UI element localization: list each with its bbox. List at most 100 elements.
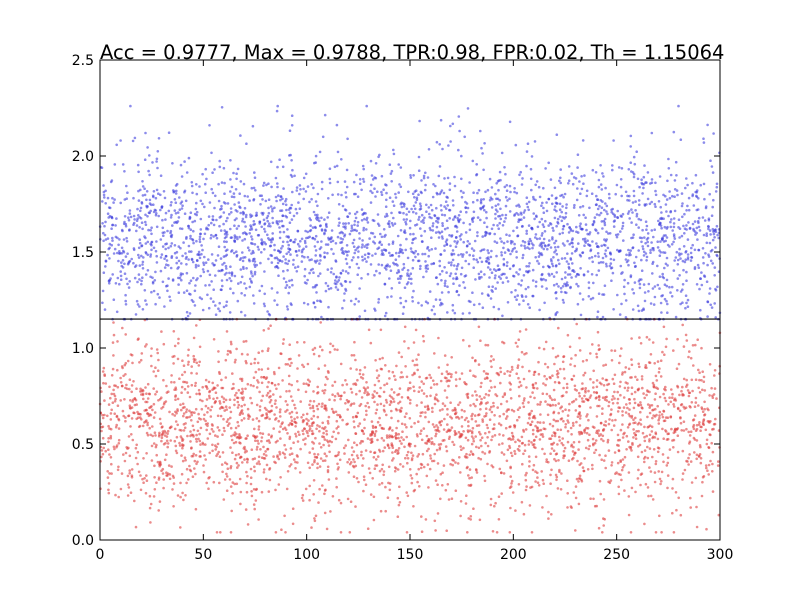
data-point (223, 261, 226, 265)
data-point (356, 195, 360, 198)
data-point (249, 279, 253, 283)
data-point (374, 252, 377, 256)
data-point (560, 193, 564, 197)
data-point (452, 204, 455, 207)
data-point (531, 279, 535, 282)
data-point (587, 295, 591, 298)
data-point (272, 455, 275, 458)
data-point (353, 425, 356, 429)
data-point (257, 425, 261, 428)
data-point (289, 253, 292, 256)
data-point (335, 164, 339, 168)
data-point (652, 303, 656, 306)
data-point (420, 213, 424, 217)
data-point (415, 198, 419, 201)
data-point (538, 421, 542, 424)
data-point (169, 439, 172, 442)
data-point (280, 247, 283, 250)
data-point (601, 396, 605, 400)
data-point (439, 497, 442, 501)
data-point (260, 238, 263, 241)
data-point (362, 167, 366, 171)
data-point (657, 422, 661, 425)
data-point (552, 255, 555, 259)
data-point (279, 408, 282, 411)
data-point (564, 425, 567, 429)
data-point (530, 409, 533, 413)
data-point (631, 308, 635, 311)
data-point (421, 240, 424, 243)
data-point (187, 224, 190, 228)
data-point (656, 360, 660, 363)
data-point (226, 202, 230, 205)
data-point (693, 248, 697, 252)
data-point (450, 261, 453, 264)
data-point (642, 250, 646, 254)
data-point (576, 302, 580, 306)
data-point (381, 356, 384, 360)
data-point (642, 186, 645, 190)
data-point (103, 233, 107, 237)
data-point (366, 255, 370, 259)
data-point (517, 415, 521, 419)
data-point (230, 185, 234, 189)
data-point (209, 297, 213, 300)
data-point (460, 266, 464, 270)
data-point (408, 226, 412, 230)
data-point (101, 289, 105, 293)
data-point (250, 235, 253, 238)
data-point (623, 278, 626, 282)
data-point (490, 249, 493, 253)
data-point (518, 406, 522, 410)
data-point (559, 168, 562, 171)
data-point (672, 269, 676, 272)
data-point (471, 200, 475, 204)
data-point (511, 264, 515, 268)
data-point (288, 412, 292, 415)
data-point (508, 120, 512, 124)
data-point (488, 276, 491, 279)
data-point (662, 234, 666, 237)
data-point (471, 220, 475, 223)
data-point (443, 213, 447, 217)
data-point (133, 499, 136, 503)
data-point (327, 211, 331, 214)
data-point (237, 403, 241, 407)
data-point (494, 217, 497, 220)
data-point (604, 262, 608, 266)
data-point (471, 218, 474, 221)
data-point (171, 162, 174, 165)
data-point (144, 251, 148, 254)
data-point (380, 174, 384, 178)
data-point (563, 446, 567, 450)
data-point (302, 301, 306, 305)
data-point (229, 159, 232, 162)
data-point (638, 336, 641, 339)
data-point (481, 450, 484, 454)
data-point (263, 248, 266, 251)
data-point (314, 249, 318, 252)
data-point (555, 475, 559, 479)
data-point (212, 300, 215, 304)
data-point (222, 222, 225, 226)
data-point (137, 253, 140, 257)
data-point (419, 264, 422, 268)
data-point (365, 260, 368, 263)
data-point (458, 377, 462, 381)
data-point (431, 423, 435, 426)
data-point (631, 201, 635, 204)
data-point (632, 436, 635, 439)
data-point (576, 166, 579, 169)
data-point (610, 428, 613, 432)
data-point (236, 420, 239, 424)
data-point (363, 366, 367, 369)
data-point (145, 479, 149, 483)
data-point (423, 252, 427, 256)
data-point (358, 232, 361, 235)
data-point (581, 382, 584, 385)
data-point (134, 446, 138, 450)
data-point (184, 199, 188, 203)
data-point (703, 275, 707, 278)
data-point (698, 391, 702, 394)
data-point (503, 166, 506, 169)
